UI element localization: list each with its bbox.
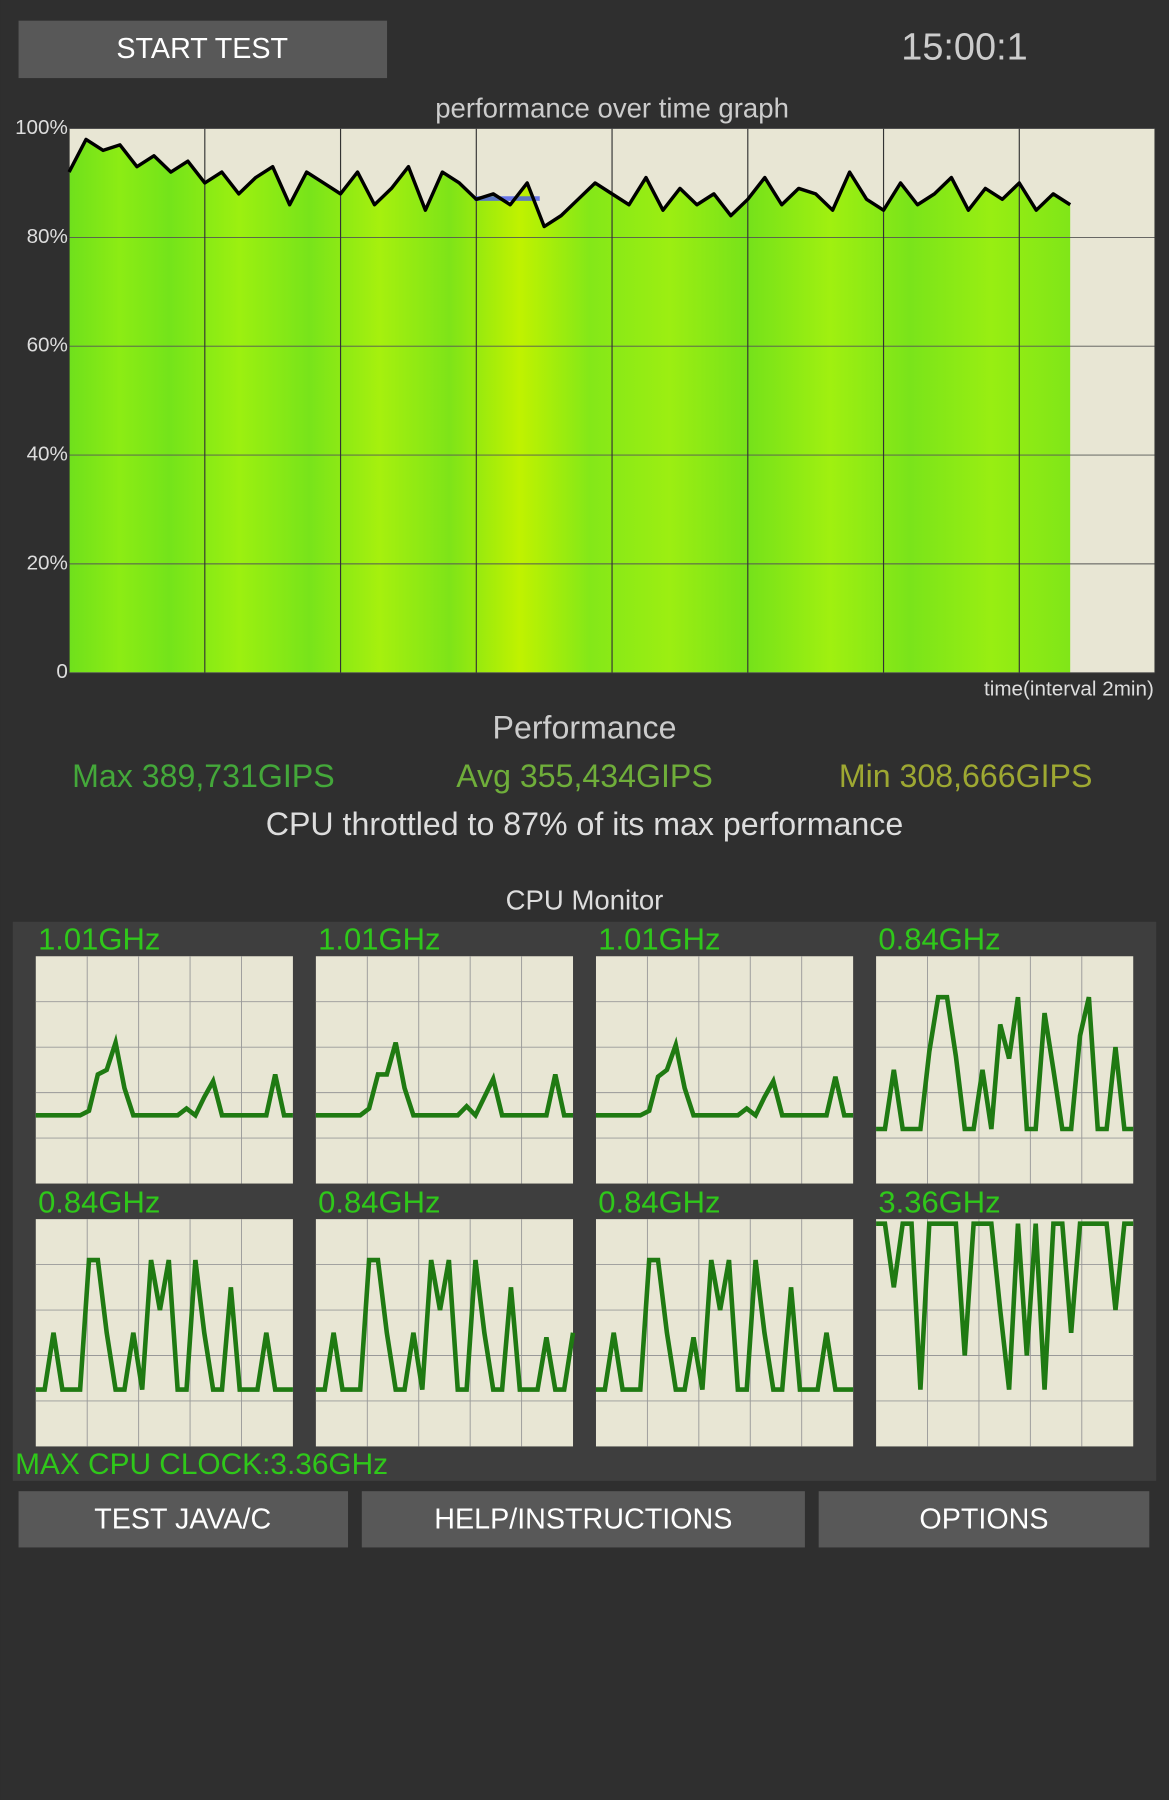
start-button[interactable]: START TEST <box>18 20 388 79</box>
button-bg[interactable] <box>361 1491 805 1548</box>
button-label[interactable]: OPTIONS <box>919 1504 1048 1536</box>
max-cpu-clock: MAX CPU CLOCK:3.36GHz <box>15 1448 388 1481</box>
core-label: 0.84GHz <box>38 1184 160 1219</box>
line <box>67 137 1072 229</box>
button-bg[interactable] <box>818 1491 1150 1548</box>
button-label[interactable]: START TEST <box>116 33 288 65</box>
plot: 0 20% 40% 60% 80% 100% <box>15 116 1156 683</box>
core-line <box>595 1036 854 1119</box>
y-tick-label: 40% <box>27 443 68 466</box>
performance-title: Performance <box>493 710 677 746</box>
core-line <box>315 1042 574 1120</box>
core-label: 3.36GHz <box>878 1184 1000 1219</box>
y-tick-label: 0 <box>56 660 68 683</box>
button-label[interactable]: HELP/INSTRUCTIONS <box>434 1504 732 1536</box>
core-label: 1.01GHz <box>598 922 720 957</box>
test-button[interactable]: TEST JAVA/C <box>18 1491 349 1548</box>
core-line <box>876 1221 1134 1390</box>
core-label: 1.01GHz <box>38 922 160 957</box>
core-label: 1.01GHz <box>318 922 440 957</box>
core-graph-bg <box>315 956 574 1184</box>
avg-stat: Avg 355,434GIPS <box>456 758 713 794</box>
y-tick-label: 80% <box>27 225 68 248</box>
button-label[interactable]: TEST JAVA/C <box>94 1504 271 1536</box>
core-graph-bg <box>35 956 293 1184</box>
area <box>69 139 1071 673</box>
core-graph-bg <box>595 956 854 1184</box>
max-stat: Max 389,731GIPS <box>72 758 335 794</box>
help-button[interactable]: HELP/INSTRUCTIONS <box>361 1491 805 1548</box>
core-line <box>35 1033 293 1119</box>
core-graph-bg <box>35 1219 293 1447</box>
y-tick-label: 20% <box>27 551 68 574</box>
core-label: 0.84GHz <box>878 922 1000 957</box>
core-graph-bg <box>595 1219 854 1447</box>
timer: 15:00:1 <box>901 26 1027 68</box>
button-bg[interactable] <box>18 1491 349 1548</box>
core-graph-bg <box>876 956 1134 1184</box>
min-stat: Min 308,666GIPS <box>839 758 1093 794</box>
cpu-monitor-title: CPU Monitor <box>506 885 664 916</box>
core-line <box>315 1257 576 1392</box>
button-bg[interactable] <box>18 20 388 79</box>
core-line <box>876 994 1134 1132</box>
chart-title: performance over time graph <box>435 92 789 123</box>
y-tick-label: 60% <box>27 334 68 357</box>
core-line <box>35 1257 293 1392</box>
y-tick-label: 100% <box>15 116 68 139</box>
x-axis-label: time(interval 2min) <box>984 677 1154 700</box>
options-button[interactable]: OPTIONS <box>818 1491 1150 1548</box>
core-label: 0.84GHz <box>318 1184 440 1219</box>
core-line <box>595 1257 854 1392</box>
core-label: 0.84GHz <box>598 1184 720 1219</box>
cores: 1.01GHz 1.01GHz 1.01GHz 0.84GHz 0.84GHz 0.84G… <box>35 922 1134 1447</box>
throttle-text: CPU throttled to 87% of its max performa… <box>266 806 903 842</box>
core-graph-bg <box>315 1219 574 1447</box>
